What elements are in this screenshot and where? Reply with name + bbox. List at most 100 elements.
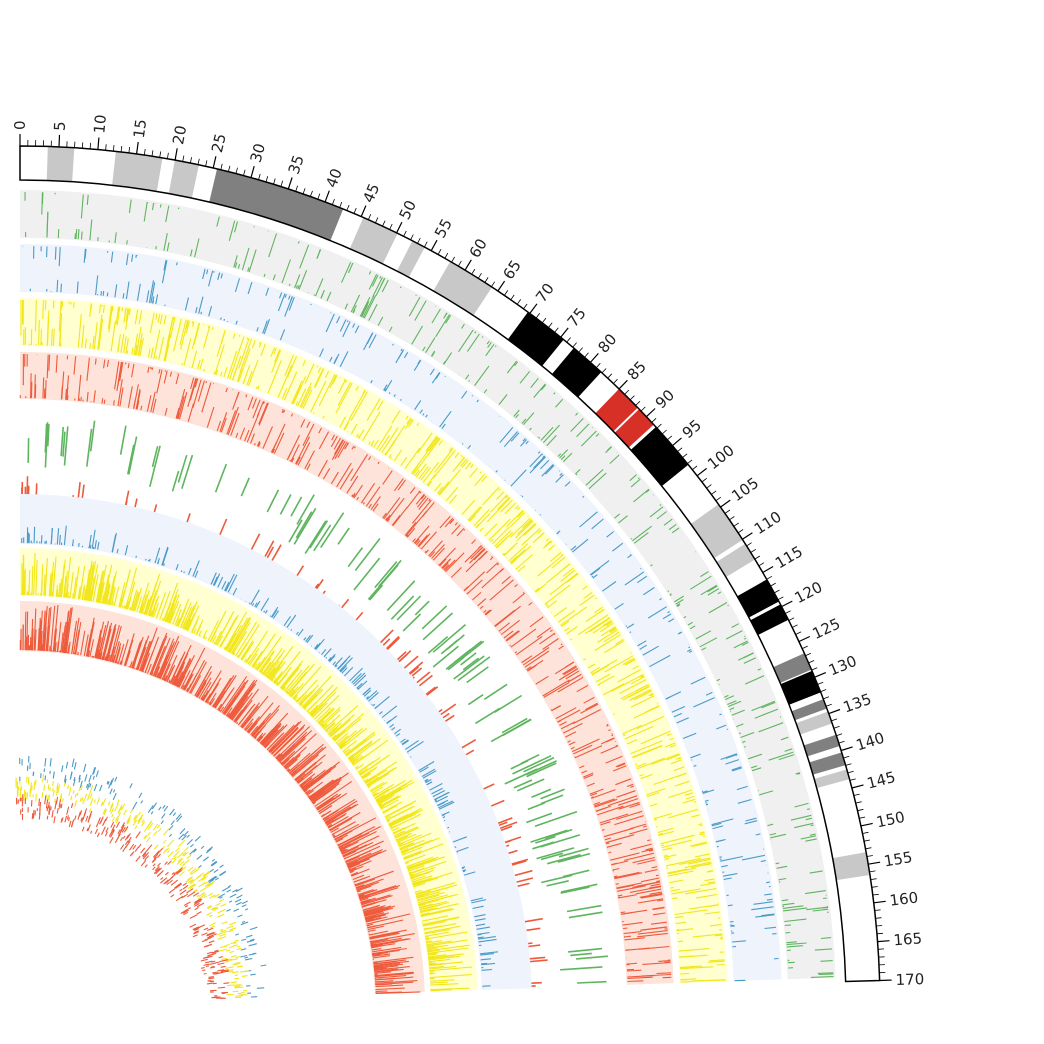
track-3-mark — [356, 433, 359, 438]
track-12-mark — [197, 924, 206, 929]
track-4-mark — [216, 420, 222, 432]
track-7-mark — [91, 529, 96, 549]
track-7-mark — [135, 555, 137, 558]
track-8-mark — [63, 576, 67, 598]
track-9-mark — [335, 838, 344, 843]
track-4-mark — [614, 815, 644, 826]
track-4-mark — [351, 445, 355, 450]
track-3-mark — [504, 502, 516, 515]
track-3-mark — [549, 572, 579, 596]
track-8-mark — [207, 634, 212, 641]
track-3-mark — [111, 306, 114, 312]
tick-label: 55 — [431, 216, 456, 241]
track-8-mark — [187, 622, 192, 632]
track-8-mark — [389, 809, 424, 827]
track-1-mark — [519, 370, 531, 384]
track-12-mark — [153, 853, 159, 859]
track-3-mark — [582, 585, 588, 590]
track-6-mark — [514, 877, 534, 884]
minor-tick — [424, 241, 428, 248]
track-4-mark — [656, 972, 672, 975]
track-12-mark — [211, 971, 218, 974]
track-3-mark — [362, 411, 381, 441]
track-9-mark — [332, 835, 336, 838]
track-2-mark — [671, 705, 686, 713]
track-11-mark — [217, 908, 226, 914]
track-8-mark — [282, 686, 286, 691]
track-11-mark — [183, 846, 189, 852]
track-7-mark — [187, 567, 192, 575]
track-2-mark — [413, 359, 422, 371]
track-8-mark — [397, 834, 422, 846]
track-9-mark — [301, 774, 319, 789]
track-3-mark — [376, 400, 384, 411]
track-5-mark — [512, 754, 552, 775]
track-1-mark — [769, 832, 777, 836]
track-11-mark — [33, 781, 36, 791]
track-8-mark — [193, 628, 197, 634]
track-9-mark — [295, 776, 301, 781]
track-4-mark — [494, 609, 516, 627]
track-1-mark — [595, 433, 600, 437]
track-9-mark — [119, 661, 122, 665]
track-11-mark — [190, 879, 194, 883]
track-4-mark — [48, 354, 51, 371]
track-3-mark — [191, 363, 194, 368]
track-4-mark — [281, 409, 285, 414]
track-9-mark — [189, 682, 196, 694]
track-9-mark — [233, 709, 243, 722]
track-2-mark — [542, 455, 545, 459]
track-4-mark — [406, 490, 421, 509]
track-1-mark — [559, 449, 569, 459]
track-8-mark — [35, 559, 38, 596]
track-12-mark — [219, 959, 229, 963]
track-1-mark — [810, 976, 834, 978]
track-4-mark — [392, 524, 394, 526]
track-2-mark — [614, 602, 624, 610]
major-tick — [360, 205, 367, 217]
track-12-mark — [167, 860, 172, 865]
minor-tick — [541, 317, 547, 324]
track-12-mark — [213, 972, 220, 975]
track-3-mark — [589, 617, 611, 633]
track-1-mark — [778, 754, 795, 761]
track-5-mark — [530, 829, 568, 843]
track-8-mark — [395, 833, 412, 841]
track-9-mark — [41, 610, 46, 651]
minor-tick — [808, 660, 815, 664]
track-3-mark — [709, 924, 722, 927]
track-8-mark — [211, 635, 217, 644]
track-8-mark — [428, 955, 455, 960]
track-1-mark — [299, 244, 310, 269]
track-3-mark — [153, 329, 161, 359]
track-9-mark — [328, 816, 349, 829]
track-5-mark — [454, 648, 472, 663]
track-9-mark — [171, 675, 176, 685]
track-9-mark — [33, 608, 37, 651]
minor-tick — [729, 516, 735, 521]
track-2-mark — [705, 803, 709, 806]
track-3-mark — [324, 370, 330, 378]
track-9-mark — [106, 652, 110, 661]
track-8-mark — [72, 576, 77, 599]
track-1-mark — [513, 409, 520, 417]
track-1-mark — [344, 303, 349, 310]
track-3-mark — [238, 338, 250, 369]
track-3-mark — [255, 386, 258, 389]
track-8-mark — [400, 847, 409, 853]
track-5-mark — [536, 847, 575, 860]
track-12-mark — [211, 950, 219, 954]
track-8-mark — [254, 661, 261, 670]
minor-tick — [651, 418, 657, 423]
track-1-mark — [767, 823, 774, 827]
track-8-mark — [418, 899, 440, 906]
track-4-mark — [187, 378, 197, 408]
track-4-mark — [614, 872, 643, 880]
track-12-mark — [214, 949, 219, 952]
track-10-mark — [250, 973, 256, 976]
track-3-mark — [632, 665, 639, 670]
track-11-mark — [228, 929, 234, 933]
track-8-mark — [369, 781, 385, 792]
track-7-mark — [472, 905, 484, 910]
track-8-mark — [375, 794, 386, 801]
